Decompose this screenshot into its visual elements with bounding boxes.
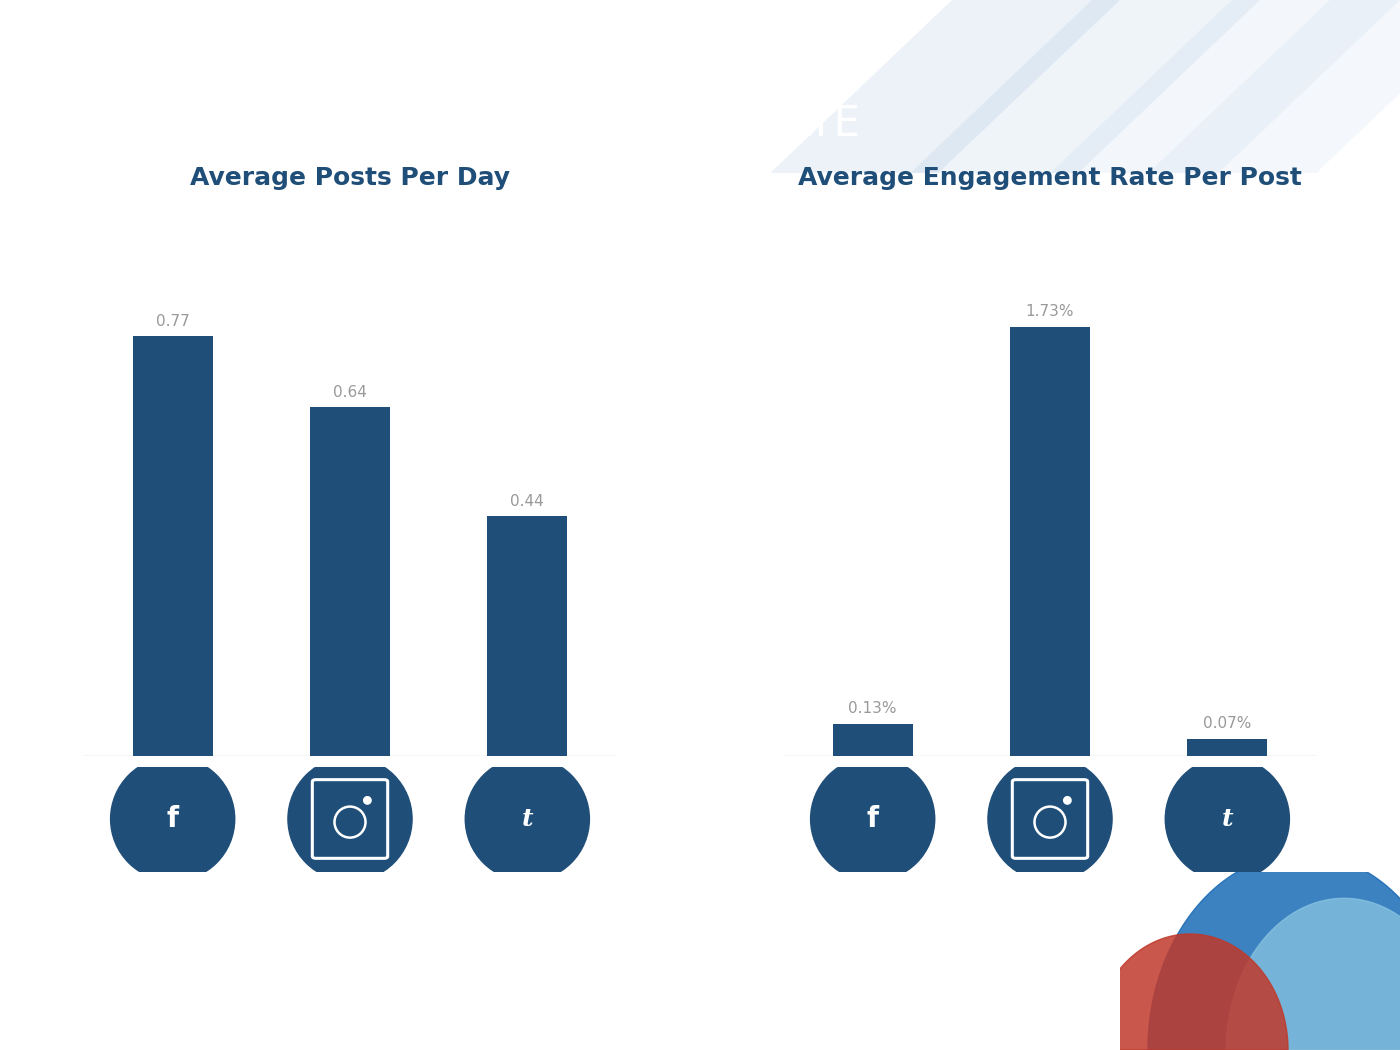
Bar <box>1011 327 1091 756</box>
Text: 0.64: 0.64 <box>333 385 367 400</box>
Polygon shape <box>1148 854 1400 1050</box>
Polygon shape <box>770 0 1120 173</box>
Text: t: t <box>1222 807 1233 831</box>
Polygon shape <box>1226 899 1400 1050</box>
Bar <box>309 406 389 756</box>
Title: Average Engagement Rate Per Post: Average Engagement Rate Per Post <box>798 166 1302 190</box>
Ellipse shape <box>111 757 235 881</box>
Text: HOTELS & RESORTS: HOTELS & RESORTS <box>63 42 280 62</box>
Polygon shape <box>1050 0 1400 173</box>
Text: 0.13%: 0.13% <box>848 701 897 716</box>
Text: t: t <box>522 807 533 831</box>
Text: 1.73%: 1.73% <box>1026 304 1074 319</box>
Polygon shape <box>1092 934 1288 1050</box>
Text: 0.07%: 0.07% <box>1203 716 1252 731</box>
Bar <box>487 516 567 756</box>
Ellipse shape <box>288 757 412 881</box>
Polygon shape <box>1148 0 1400 173</box>
Bar <box>1187 738 1267 756</box>
Ellipse shape <box>465 757 589 881</box>
Ellipse shape <box>1064 797 1071 804</box>
Ellipse shape <box>1165 757 1289 881</box>
Ellipse shape <box>811 757 935 881</box>
Text: POSTS PER DAY & ENGAGEMENT RATE: POSTS PER DAY & ENGAGEMENT RATE <box>63 104 860 146</box>
Polygon shape <box>910 0 1260 173</box>
Text: 0.77: 0.77 <box>155 314 189 329</box>
Text: IQ: IQ <box>25 1016 46 1034</box>
Ellipse shape <box>988 757 1112 881</box>
Text: f: f <box>167 805 179 833</box>
Ellipse shape <box>364 797 371 804</box>
Text: 0.44: 0.44 <box>511 495 545 509</box>
Text: Rival: Rival <box>25 987 71 1006</box>
Bar <box>833 723 913 756</box>
Title: Average Posts Per Day: Average Posts Per Day <box>190 166 510 190</box>
Bar <box>133 336 213 756</box>
Text: f: f <box>867 805 879 833</box>
